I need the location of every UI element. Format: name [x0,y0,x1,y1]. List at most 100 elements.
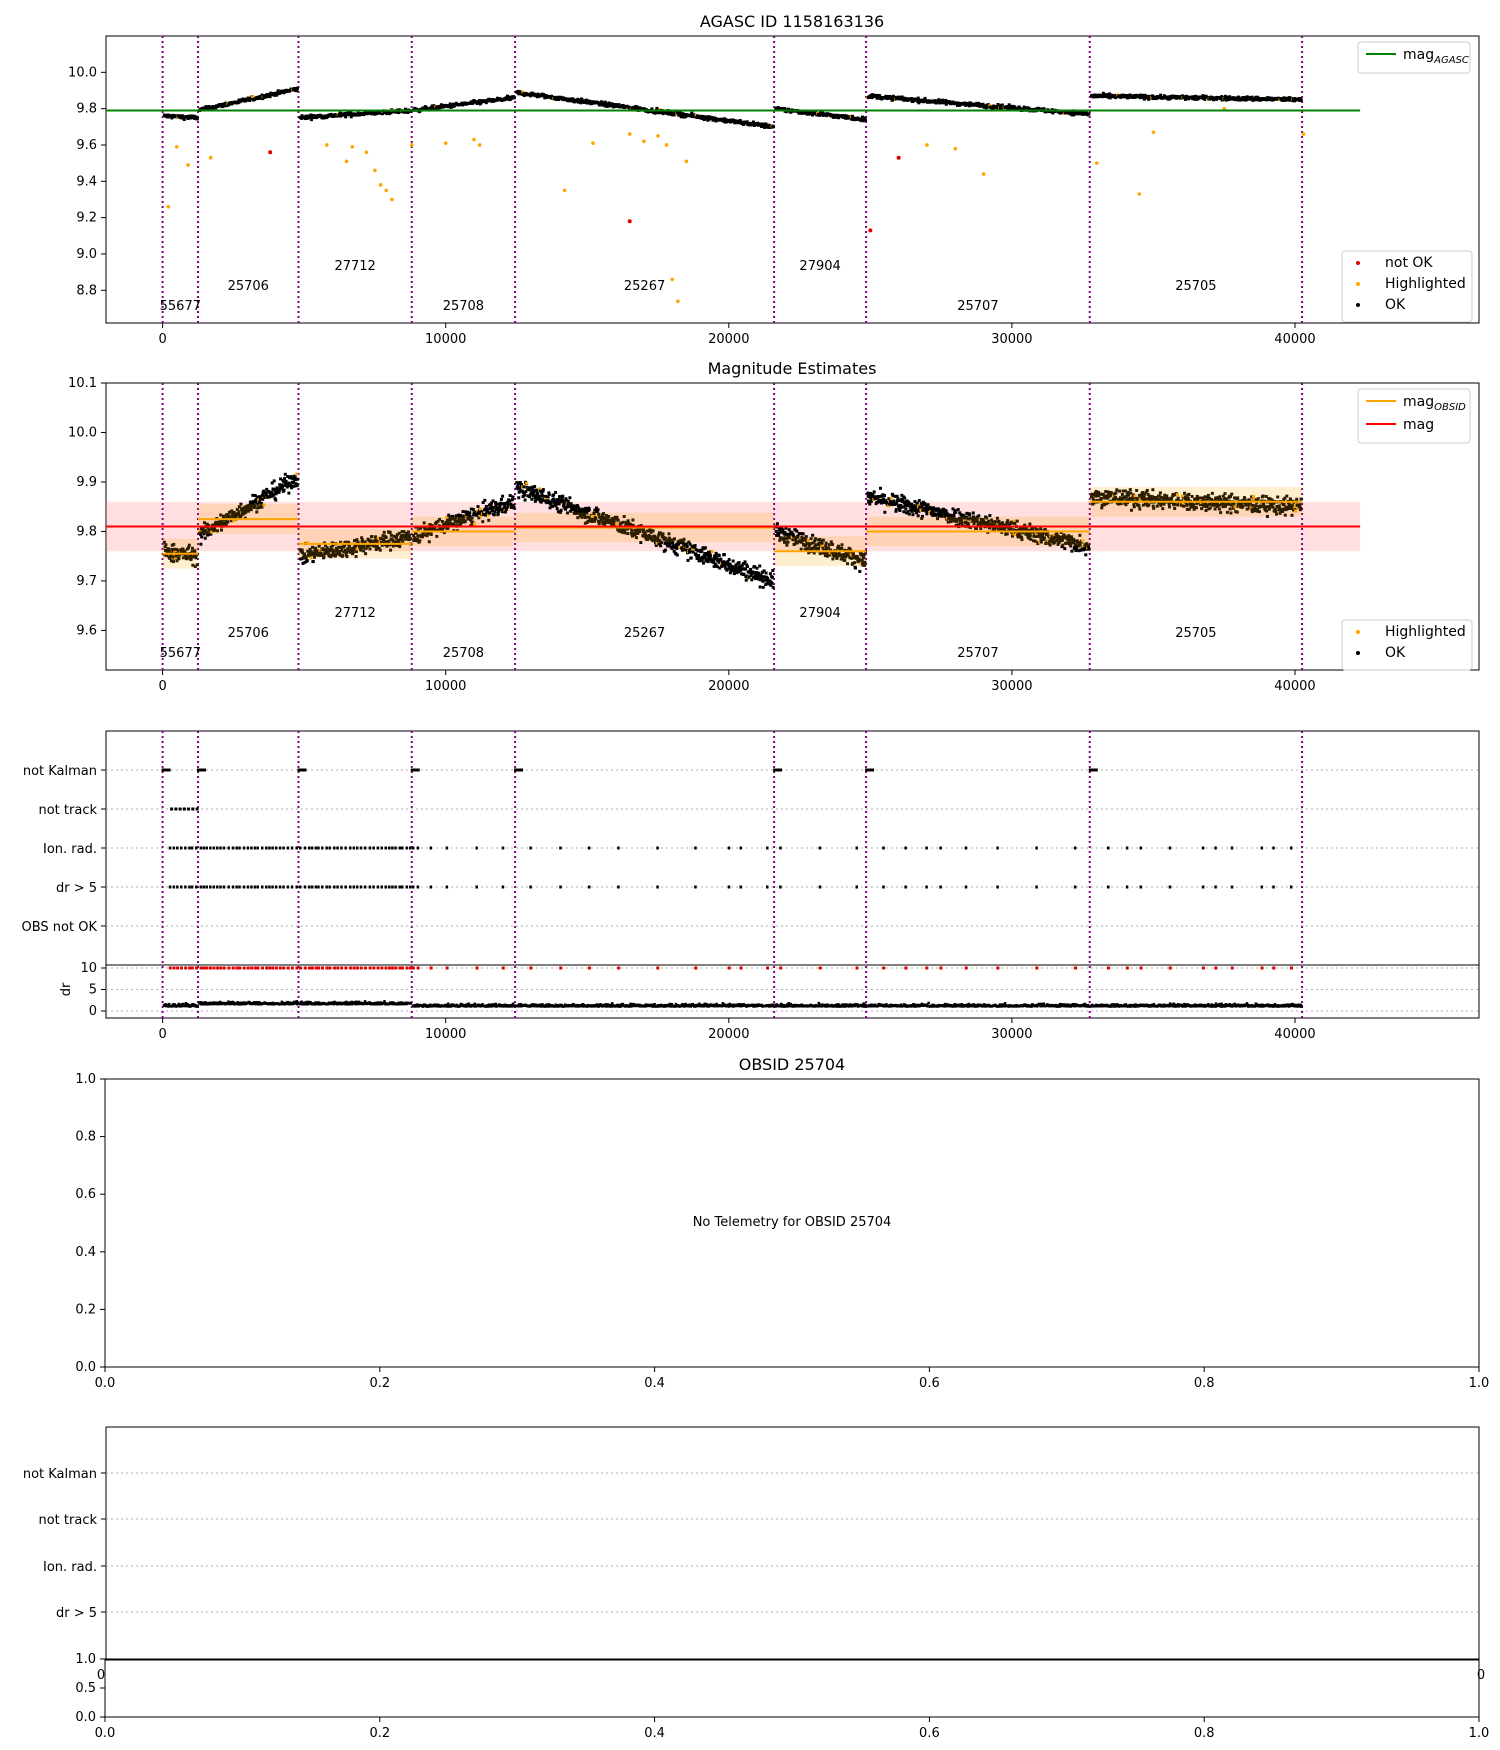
data-point [783,530,787,534]
data-point [783,540,787,544]
data-point [324,544,328,548]
data-point [751,120,755,124]
data-point [667,538,671,542]
data-point [604,514,608,518]
data-point [295,472,299,476]
data-point [305,540,309,544]
data-point [1256,497,1260,501]
data-point [955,519,959,523]
data-point [354,544,358,548]
data-point [824,544,828,548]
data-point [488,511,492,515]
data-point [408,537,412,541]
flag-mark [170,807,174,811]
data-point [701,114,705,118]
data-point [541,489,545,493]
data-point [218,520,222,524]
data-point [550,504,554,508]
data-point [712,560,716,564]
data-point [915,502,919,506]
dr-clipped-mark [253,966,257,970]
data-point [487,518,491,522]
data-point [401,539,405,543]
data-point [346,547,350,551]
data-point [1152,506,1156,510]
data-point [622,514,626,518]
data-point [745,563,749,567]
data-point [257,498,261,502]
data-point [170,547,174,551]
flag-mark [253,846,257,850]
data-point [1280,97,1284,101]
data-point [517,496,521,500]
data-point [340,548,344,552]
data-point [481,520,485,524]
data-point [496,512,500,516]
data-point [954,510,958,514]
data-point [867,500,871,504]
data-point [849,556,853,560]
dr-clipped-mark [168,966,172,970]
data-point [717,560,721,564]
data-point [531,491,535,495]
y-tick-label: 9.6 [76,623,97,638]
data-point [1141,491,1145,495]
data-point [1292,508,1296,512]
data-point [595,510,599,514]
dr-clipped-mark [246,966,250,970]
data-point [875,500,879,504]
data-point [793,528,797,532]
highlighted-point [344,159,349,164]
data-point [702,547,706,551]
data-point [560,497,564,501]
highlighted-point [676,299,680,304]
data-point [451,514,455,518]
data-point [1129,508,1133,512]
highlighted-point [477,143,482,147]
data-point [548,506,552,510]
data-point [778,538,782,542]
data-point [187,543,191,547]
data-point [1190,495,1194,499]
data-point [200,535,204,539]
data-point [1158,491,1162,495]
data-point [268,95,272,99]
data-point [1033,533,1037,537]
data-point [787,528,791,532]
data-point [1264,505,1268,509]
flag-mark [265,846,268,850]
data-point [949,520,953,524]
data-point [1223,94,1227,98]
data-point [1097,494,1101,498]
data-point [809,542,813,546]
data-point [253,504,257,508]
data-point [517,92,521,96]
data-point [1048,539,1052,543]
data-point [1250,510,1254,514]
data-point [389,548,393,552]
data-point [732,572,736,576]
data-point [1224,503,1228,507]
data-point [645,529,649,533]
data-point [234,514,238,518]
data-point [916,96,920,100]
highlighted-point [925,143,929,147]
data-point [434,520,438,524]
data-point [368,543,372,547]
flag-mark [308,846,311,850]
data-point [821,538,825,542]
data-point [891,494,895,498]
data-point [829,540,833,544]
data-point [1198,496,1202,500]
data-point [1124,503,1128,507]
data-point [312,553,316,557]
data-point [656,539,660,543]
data-point [579,101,583,105]
data-point [570,505,574,509]
data-point [363,541,367,545]
flag-mark [295,885,298,889]
data-point [246,509,250,513]
data-point [1112,494,1116,498]
data-point [1299,506,1303,510]
data-point [1018,532,1022,536]
